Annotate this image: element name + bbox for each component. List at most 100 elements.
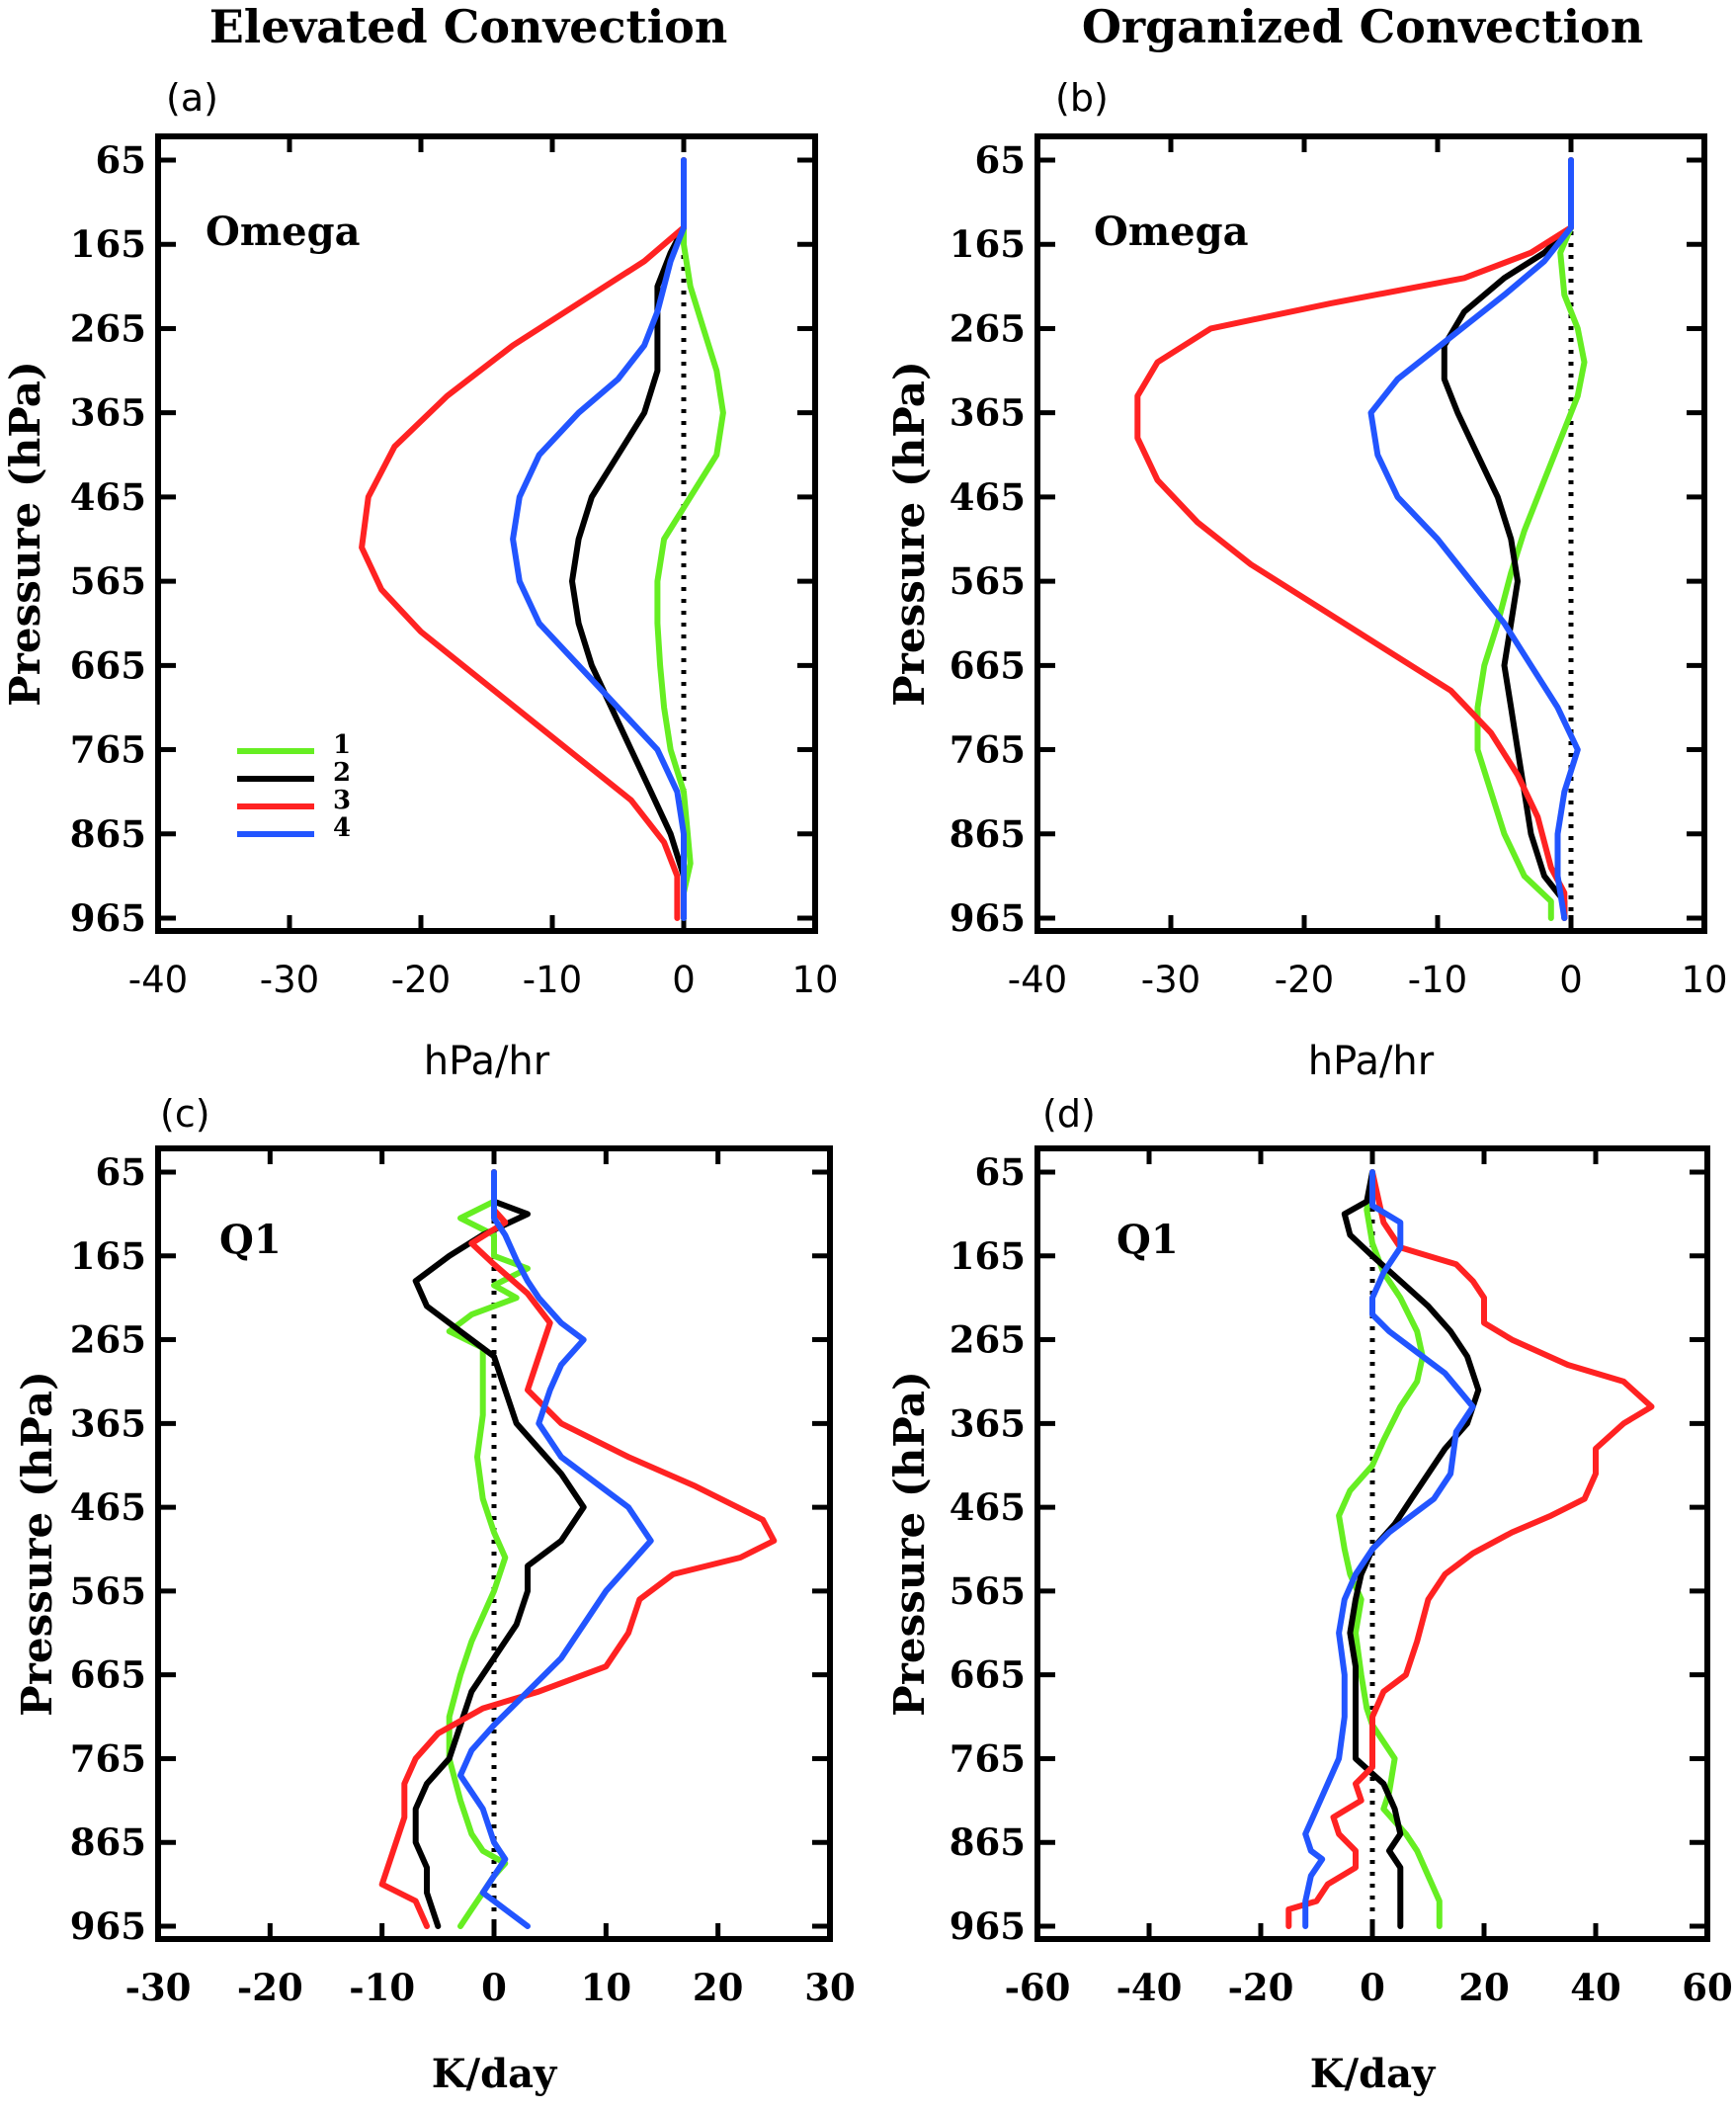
series-line-3 [378,1169,778,1929]
panel-label: (c) [160,1092,210,1136]
x-tick-label: 10 [791,959,838,1001]
y-tick-label: 665 [70,643,146,687]
x-tick-label: -40 [128,959,188,1001]
x-tick-label: 0 [1360,1966,1385,2009]
x-tick-label: -30 [1141,959,1200,1001]
x-tick-label: 20 [693,1966,744,2009]
x-tick-label: -10 [1408,959,1467,1001]
y-tick-label: 265 [950,306,1026,350]
y-tick-label: 565 [70,559,146,603]
series-line-4 [457,1169,654,1929]
y-tick-label: 965 [70,896,146,940]
y-tick-label: 565 [70,1569,146,1613]
x-tick-label: -20 [237,1966,303,2009]
x-tick-label: -60 [1005,1966,1071,2009]
panel-label: (a) [166,76,218,120]
y-tick-label: 65 [96,1150,147,1194]
y-tick-label: 65 [975,138,1027,182]
x-tick-label: -20 [391,959,451,1001]
series-line-1 [1336,1169,1443,1929]
y-tick-label: 865 [70,1820,146,1864]
y-tick-label: 865 [950,1820,1026,1864]
y-tick-label: 965 [950,896,1026,940]
y-tick-label: 165 [70,222,146,266]
panel-c: (c) 65 165 265 365 465 565 665 765 865 965 -30 -20 -1… [13,1092,856,2097]
y-tick-label: 465 [70,475,146,519]
series-line-2 [412,1169,587,1929]
y-tick-label: 665 [950,643,1026,687]
x-tick-label: -30 [125,1966,192,2009]
column-title-right: Organized Convection [1082,0,1643,53]
series-line-4 [510,157,687,921]
series-line-2 [1341,1169,1482,1929]
x-axis-title: K/day [432,2051,558,2097]
series-line-2 [1441,157,1574,921]
plot-frame [1034,1145,1710,1942]
y-tick-label: 965 [70,1904,146,1948]
y-tick-label: 565 [950,559,1026,603]
x-tick-label: 0 [1559,959,1583,1001]
y-axis-title: Pressure (hPa) [13,1371,61,1717]
plot-frame [155,133,818,934]
series-line-3 [359,157,687,921]
panel-annotation: Omega [1094,209,1249,255]
series-line-4 [1367,157,1581,921]
x-tick-label: -30 [260,959,319,1001]
y-tick-label: 65 [975,1150,1027,1194]
x-tick-label: 0 [672,959,696,1001]
x-tick-label: -20 [1275,959,1334,1001]
x-tick-label: 20 [1458,1966,1510,2009]
series-line-2 [569,157,687,921]
x-tick-label: -10 [349,1966,415,2009]
x-axis-title: hPa/hr [1308,1039,1435,1084]
legend-label: 2 [333,758,351,788]
x-tick-label: 10 [1681,959,1727,1001]
y-tick-label: 265 [70,306,146,350]
y-tick-label: 165 [950,1234,1026,1278]
legend-label: 4 [333,813,351,843]
series-line-1 [654,157,726,921]
series-line-1 [1474,157,1588,921]
y-axis-title: Pressure (hPa) [885,1371,934,1717]
y-tick-label: 165 [70,1234,146,1278]
panel-label: (d) [1042,1092,1096,1136]
y-tick-label: 265 [950,1318,1026,1362]
y-tick-label: 665 [70,1653,146,1697]
series-line-3 [1134,157,1574,921]
y-tick-label: 765 [950,728,1026,772]
series-line-1 [446,1169,531,1929]
y-tick-label: 265 [70,1318,146,1362]
y-tick-label: 365 [70,391,146,435]
y-tick-label: 365 [950,391,1026,435]
y-tick-label: 965 [950,1904,1026,1948]
y-tick-label: 565 [950,1569,1026,1613]
x-tick-label: -40 [1116,1966,1183,2009]
column-title-left: Elevated Convection [209,0,728,53]
panel-annotation: Q1 [1116,1217,1179,1263]
x-tick-label: 10 [581,1966,632,2009]
y-tick-label: 365 [950,1401,1026,1445]
y-tick-label: 865 [70,812,146,856]
y-tick-label: 765 [70,1736,146,1780]
y-tick-label: 465 [950,1485,1026,1529]
panel-a: (a) 65 165 265 365 465 565 665 765 865 965 -40 -30 -2… [1,76,839,1084]
plot-frame [1034,133,1707,934]
x-tick-label: -40 [1008,959,1067,1001]
x-axis-title: hPa/hr [424,1039,550,1084]
y-tick-label: 165 [950,222,1026,266]
y-axis-title: Pressure (hPa) [885,361,934,707]
y-tick-label: 765 [70,728,146,772]
x-tick-label: 30 [804,1966,856,2009]
y-tick-label: 365 [70,1401,146,1445]
panel-d: (d) 65 165 265 365 465 565 665 765 865 965 -60 -40 -2… [885,1092,1733,2097]
panel-annotation: Q1 [219,1217,282,1263]
y-tick-label: 65 [96,138,147,182]
panel-annotation: Omega [206,209,361,255]
x-tick-label: -10 [523,959,582,1001]
y-tick-label: 665 [950,1653,1026,1697]
series-line-4 [1302,1169,1476,1929]
y-tick-label: 765 [950,1736,1026,1780]
y-tick-label: 465 [70,1485,146,1529]
